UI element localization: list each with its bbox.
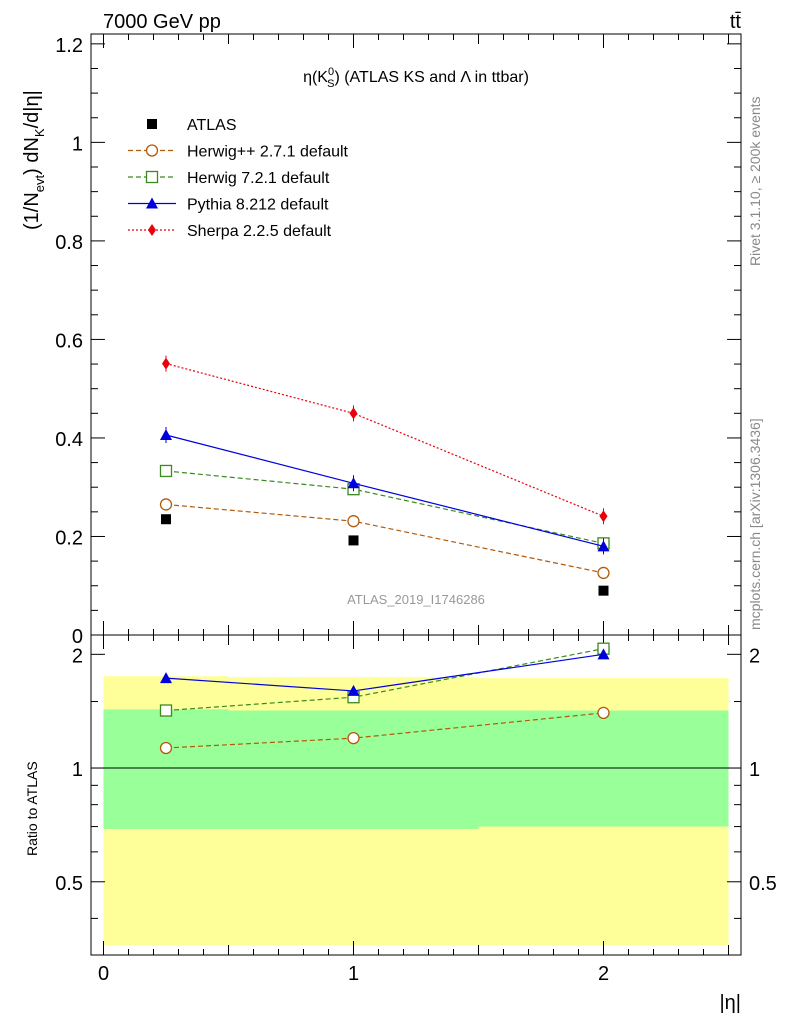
data-point: [597, 566, 610, 580]
ratio-point: [160, 672, 172, 684]
legend-entry: ATLAS: [147, 117, 237, 134]
legend-label: Pythia 8.212 default: [187, 197, 329, 214]
series-0: [159, 498, 610, 580]
ratio-y-tick-label: 1: [72, 759, 83, 781]
ratio-band-green: [103, 709, 229, 829]
data-point: [160, 428, 172, 440]
ratio-point: [347, 731, 360, 745]
legend-entry: Herwig++ 2.7.1 default: [128, 144, 349, 161]
ratio-y-axis-label: Ratio to ATLAS: [24, 761, 40, 856]
legend-label: Sherpa 2.2.5 default: [187, 223, 332, 240]
data-point: [347, 515, 360, 528]
ratio-plot-frame: [90, 634, 742, 956]
legend-entry: Herwig 7.2.1 default: [128, 170, 330, 187]
ratio-series-2: [160, 648, 610, 696]
y-tick-label: 0: [72, 626, 83, 648]
data-point: [347, 477, 360, 489]
y-tick-label: 0.4: [55, 429, 83, 451]
y-tick-label: 0.6: [55, 330, 83, 352]
process-label: tt̄: [730, 11, 742, 33]
ratio-y-tick-label-right: 0.5: [749, 873, 777, 895]
series-2: [160, 426, 610, 555]
ratio-y-tick-label-right: 2: [749, 645, 760, 667]
series-3: [162, 355, 608, 525]
series-atlas-data: [161, 514, 609, 596]
legend-marker: [147, 119, 157, 129]
chart-title: η(K0 S) (ATLAS KS and Λ in ttbar): [303, 66, 529, 90]
y-axis-label: (1/Nevt) dNK/d|η|: [21, 90, 47, 230]
x-tick-label: 1: [348, 963, 359, 985]
ratio-series-0: [159, 706, 610, 755]
data-point: [598, 585, 609, 596]
data-point: [348, 535, 359, 546]
ratio-bands: [91, 676, 741, 946]
energy-label: 7000 GeV pp: [103, 11, 221, 33]
legend-marker: [148, 224, 156, 236]
data-point: [159, 498, 173, 511]
data-point: [159, 464, 173, 478]
axis-ticks: 0 0.2 0.4 0.6 0.8 1 1.2 0 1 2 0.5 0.5 1 1 2 2: [55, 34, 777, 985]
y-tick-label: 1.2: [55, 35, 83, 57]
ratio-point: [347, 684, 360, 696]
x-tick-label: 2: [598, 963, 609, 985]
y-tick-label: 0.8: [55, 232, 83, 254]
y-tick-label: 0.2: [55, 527, 83, 549]
legend-label: ATLAS: [187, 117, 237, 134]
data-point: [161, 514, 171, 525]
data-point: [349, 407, 358, 420]
legend-marker: [145, 170, 159, 184]
ratio-band-green: [228, 710, 479, 829]
ratio-point: [597, 648, 610, 660]
x-tick-label: 0: [98, 963, 109, 985]
legend-label: Herwig 7.2.1 default: [187, 170, 330, 187]
data-point: [599, 510, 608, 523]
legend-marker: [145, 144, 159, 157]
analysis-id: ATLAS_2019_I1746286: [347, 592, 485, 607]
ratio-point: [159, 704, 173, 717]
ratio-y-tick-label-right: 1: [749, 759, 760, 781]
data-point: [597, 540, 610, 552]
ratio-layer: [159, 642, 610, 755]
legend-entry: Pythia 8.212 default: [128, 197, 329, 214]
series-layer: [159, 355, 610, 596]
legend: ATLAS Herwig++ 2.7.1 default Herwig 7.2.1 …: [128, 117, 349, 240]
ratio-point: [597, 706, 610, 719]
ratio-point: [159, 741, 173, 755]
legend-entry: Sherpa 2.2.5 default: [128, 223, 332, 240]
legend-label: Herwig++ 2.7.1 default: [187, 144, 349, 161]
legend-marker: [146, 197, 158, 209]
data-point: [162, 357, 170, 370]
mcplots-label: mcplots.cern.ch [arXiv:1306.3436]: [747, 418, 763, 630]
ratio-y-tick-label: 0.5: [55, 873, 83, 895]
x-axis-label: |η|: [719, 992, 741, 1014]
rivet-label: Rivet 3.1.10, ≥ 200k events: [747, 96, 763, 266]
ratio-y-tick-label: 2: [72, 645, 83, 667]
y-tick-label: 1: [72, 133, 83, 155]
